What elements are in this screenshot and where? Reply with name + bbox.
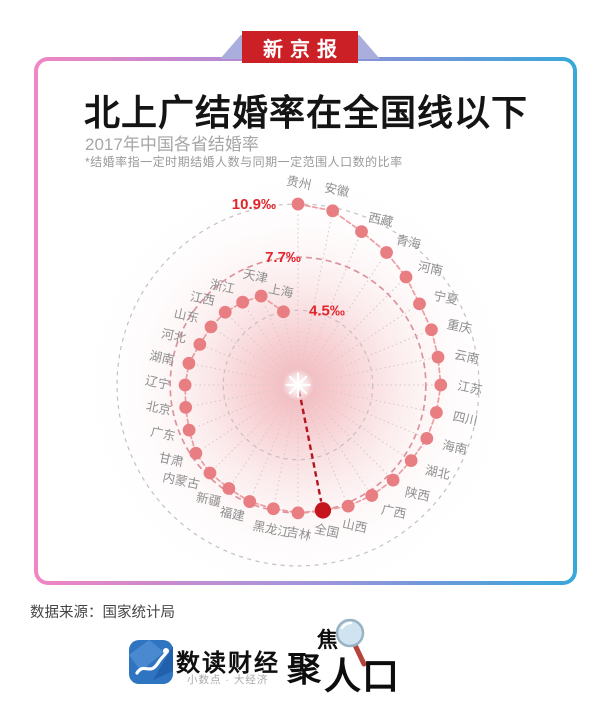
- chart-subtitle: 2017年中国各省结婚率: [85, 135, 259, 154]
- chart-footnote: *结婚率指一定时期结婚人数与同期一定范围人口数的比率: [85, 155, 403, 169]
- masthead-badge: 新京报: [242, 31, 358, 63]
- jujiao-logo-char-jiao: 焦: [317, 629, 338, 652]
- jujiao-logo-renkou: 人口: [324, 656, 400, 697]
- jujiao-logo-char-ju: 聚: [287, 651, 321, 689]
- shudu-caijing-tagline: 小数点 · 大经济: [187, 674, 269, 686]
- page-title: 北上广结婚率在全国线以下: [84, 92, 529, 133]
- data-source-note: 数据来源：国家统计局: [30, 605, 175, 621]
- magnifier-icon: [335, 618, 367, 667]
- shudu-caijing-logo-text: 数读财经: [176, 650, 280, 677]
- shudu-caijing-logo-icon: [129, 640, 173, 684]
- jujiao-renkou-logo: 聚 焦 人口: [287, 618, 407, 700]
